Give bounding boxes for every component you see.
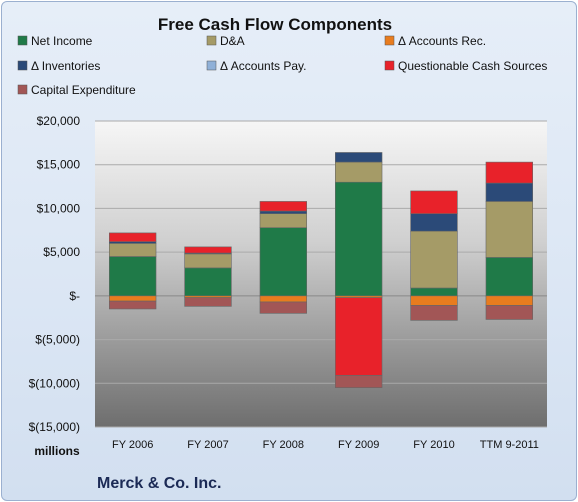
x-tick-label: FY 2007 <box>187 439 228 451</box>
legend-label-net-income: Net Income <box>31 34 93 48</box>
legend-swatch-accounts-pay <box>206 60 217 71</box>
x-tick-label: FY 2008 <box>263 439 304 451</box>
bar-segment <box>410 287 458 297</box>
bar-segment <box>259 210 307 214</box>
bar-segment <box>410 305 458 321</box>
legend-swatch-questionable-cash-sources <box>384 60 395 71</box>
gridlines <box>95 120 547 428</box>
bar-segment <box>335 161 383 183</box>
x-tick-label: TTM 9-2011 <box>480 439 539 451</box>
legend-swatch-capital-expenditure <box>17 84 28 95</box>
bar-segment <box>335 181 383 297</box>
bar-segment <box>259 301 307 314</box>
bar-segment <box>410 230 458 289</box>
x-tick-label: FY 2009 <box>338 439 379 451</box>
plot-area <box>95 121 547 427</box>
bar-segment <box>109 300 157 310</box>
x-axis-ticks: FY 2006 FY 2007 FY 2008 FY 2009 FY 2010 TTM 9… <box>112 439 539 451</box>
bar-segment <box>335 375 383 388</box>
bar-segment <box>335 297 383 376</box>
bar-segment <box>184 297 232 307</box>
bar-segment <box>184 253 232 269</box>
y-tick-label: $(10,000) <box>29 376 80 390</box>
bar-segment <box>259 213 307 228</box>
bar-segment <box>410 295 458 306</box>
legend-swatch-d-a <box>206 35 217 46</box>
bar-segment <box>485 182 533 202</box>
y-tick-label: $10,000 <box>37 201 81 215</box>
bar-segment <box>184 246 232 254</box>
bars <box>109 152 533 388</box>
legend-label-d-a: D&A <box>220 34 245 48</box>
bar-segment <box>109 232 157 242</box>
y-tick-label: $5,000 <box>43 245 80 259</box>
legend-label-inventories: Δ Inventories <box>31 59 100 73</box>
legend-label-accounts-pay: Δ Accounts Pay. <box>220 59 307 73</box>
bar-segment <box>184 267 232 297</box>
y-tick-label: $(15,000) <box>29 420 80 434</box>
y-tick-label: $(5,000) <box>35 333 80 347</box>
company-name: Merck & Co. Inc. <box>97 475 221 492</box>
x-tick-label: FY 2010 <box>413 439 454 451</box>
bar-segment <box>410 190 458 214</box>
bar-segment <box>485 295 533 306</box>
bar-segment <box>410 213 458 232</box>
bar-segment <box>335 152 383 163</box>
y-tick-label: $- <box>69 289 80 303</box>
y-tick-label: $15,000 <box>37 158 81 172</box>
y-tick-label: $20,000 <box>37 114 81 128</box>
legend-label-capital-expenditure: Capital Expenditure <box>31 83 136 97</box>
bar-segment <box>109 256 157 297</box>
bar-segment <box>485 257 533 297</box>
bar-segment <box>259 201 307 212</box>
legend: Net Income D&A Δ Accounts Rec. Δ Inventorie… <box>17 34 547 97</box>
x-tick-label: FY 2006 <box>112 439 153 451</box>
bar-segment <box>485 161 533 184</box>
legend-swatch-accounts-rec <box>384 35 395 46</box>
chart-title: Free Cash Flow Components <box>158 15 392 34</box>
legend-label-questionable-cash-sources: Questionable Cash Sources <box>398 59 547 73</box>
bar-segment <box>485 201 533 258</box>
bar-segment <box>109 295 157 302</box>
legend-swatch-inventories <box>17 60 28 71</box>
bar-segment <box>109 243 157 257</box>
legend-swatch-net-income <box>17 35 28 46</box>
bar-segment <box>259 227 307 297</box>
legend-label-accounts-rec: Δ Accounts Rec. <box>398 34 486 48</box>
bar-segment <box>485 305 533 320</box>
bar-segment <box>259 295 307 303</box>
y-axis-ticks: $20,000 $15,000 $10,000 $5,000 $- $(5,000) $(1… <box>29 114 81 434</box>
unit-label: millions <box>34 444 80 458</box>
